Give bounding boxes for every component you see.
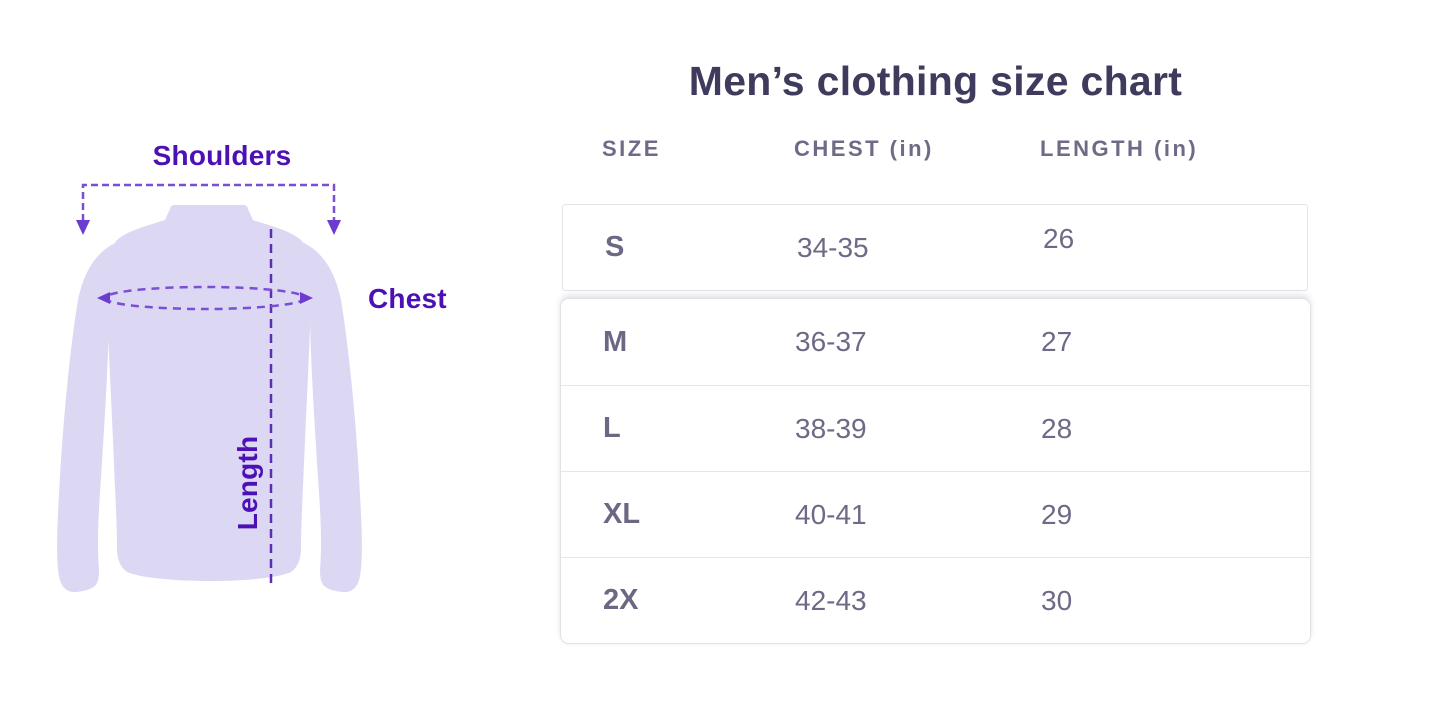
chest-label: Chest xyxy=(368,283,447,314)
length-cell: 30 xyxy=(1041,584,1073,616)
length-label: Length xyxy=(232,435,263,531)
table-row-m[interactable]: M 36-37 27 xyxy=(561,299,1310,385)
column-header-length: LENGTH (in) xyxy=(1040,136,1199,161)
length-cell: 29 xyxy=(1041,498,1073,530)
chest-cell: 40-41 xyxy=(795,498,867,530)
size-cell: M xyxy=(603,325,628,358)
shirt-measurement-diagram: Shoulders Chest Length xyxy=(0,0,480,725)
size-chart-panel: Men’s clothing size chart SIZE CHEST (in… xyxy=(560,0,1311,725)
size-cell: S xyxy=(605,231,625,263)
table-header-row: SIZE CHEST (in) LENGTH (in) xyxy=(560,136,1311,162)
shirt-left-sleeve-shape xyxy=(57,242,117,593)
size-cell: 2X xyxy=(603,584,639,616)
shoulders-arrow-right-icon xyxy=(327,220,341,235)
table-row-l[interactable]: L 38-39 28 xyxy=(561,385,1310,471)
column-header-chest: CHEST (in) xyxy=(794,136,934,161)
length-cell: 28 xyxy=(1041,412,1073,444)
shoulders-label: Shoulders xyxy=(152,140,292,171)
length-cell: 27 xyxy=(1041,326,1073,357)
column-header-size: SIZE xyxy=(602,136,661,161)
shoulders-arrow-left-icon xyxy=(76,220,90,235)
table-row-s[interactable]: S 34-35 26 xyxy=(562,204,1308,291)
chest-arrow-left-icon xyxy=(97,292,110,304)
size-cell: L xyxy=(603,412,621,444)
length-cell: 26 xyxy=(1043,222,1075,254)
size-cell: XL xyxy=(603,498,641,530)
chest-cell: 36-37 xyxy=(795,326,867,357)
chest-cell: 42-43 xyxy=(795,584,867,616)
shirt-illustration xyxy=(57,183,362,593)
page-title: Men’s clothing size chart xyxy=(688,58,1183,104)
shirt-right-sleeve-shape xyxy=(302,242,362,593)
chest-cell: 34-35 xyxy=(797,231,869,263)
shoulders-measure-bracket xyxy=(81,183,336,221)
shirt-body-shape xyxy=(106,205,312,581)
table-row-xl[interactable]: XL 40-41 29 xyxy=(561,471,1310,557)
table-row-2x[interactable]: 2X 42-43 30 xyxy=(561,557,1310,643)
table-row-group: M 36-37 27 L 38-39 28 XL 40-41 29 2X 42-… xyxy=(560,298,1311,644)
chest-arrow-right-icon xyxy=(300,292,313,304)
chest-cell: 38-39 xyxy=(795,412,867,444)
